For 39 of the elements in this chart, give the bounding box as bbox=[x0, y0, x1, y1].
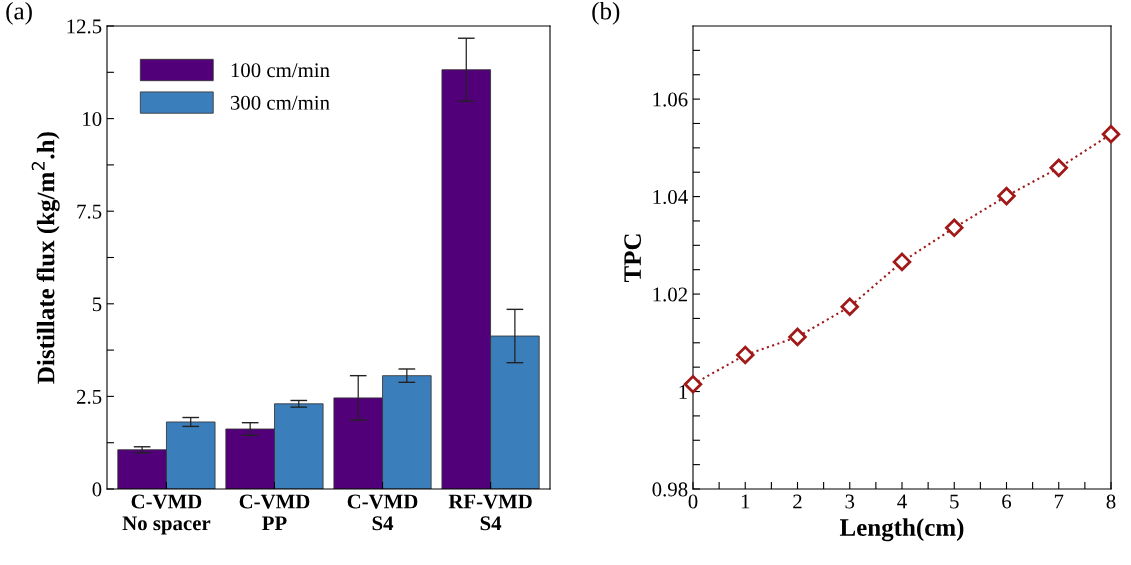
y-tick-label: 1.06 bbox=[653, 92, 688, 107]
point bbox=[892, 252, 912, 272]
point bbox=[1101, 124, 1121, 144]
legend-label: 300 cm/min bbox=[230, 95, 330, 110]
y-tick-label: 1.02 bbox=[653, 287, 687, 302]
y-tick-label: 10 bbox=[83, 111, 102, 127]
y-tick-label: 7.5 bbox=[77, 204, 102, 219]
point bbox=[840, 297, 859, 316]
point bbox=[736, 345, 755, 365]
x-tick-label: 4 bbox=[897, 494, 907, 509]
x-tick-label: 8 bbox=[1106, 494, 1116, 509]
point bbox=[997, 186, 1016, 206]
y-tick-label: 0.98 bbox=[652, 482, 688, 497]
x-axis-title: Length(cm) bbox=[839, 518, 964, 542]
y-tick-label: 2.5 bbox=[77, 389, 102, 404]
x-tick-label: 2 bbox=[793, 494, 802, 509]
x-tick-label: 3 bbox=[845, 494, 855, 509]
x-tick-label: RF-VMD S4 bbox=[448, 494, 532, 531]
text: (b) bbox=[592, 2, 620, 25]
y-tick-label: 12.5 bbox=[67, 19, 102, 34]
point bbox=[1049, 158, 1068, 178]
x-tick-label: C-VMD No spacer bbox=[122, 494, 211, 535]
legend-label: 100 cm/min bbox=[231, 63, 330, 78]
x-tick-label: 1 bbox=[741, 494, 750, 509]
point bbox=[788, 327, 807, 347]
point bbox=[945, 218, 964, 238]
x-tick-label: 0 bbox=[688, 494, 698, 509]
x-tick-label: C-VMD S4 bbox=[347, 494, 418, 531]
x-tick-label: 6 bbox=[1002, 494, 1012, 509]
y-tick-label: 0 bbox=[92, 482, 102, 497]
y-axis-title: Distillate flux (kg/m$^{2}$.h) bbox=[31, 132, 60, 384]
x-tick-label: C-VMD PP bbox=[239, 494, 310, 531]
x-tick-label: 7 bbox=[1054, 494, 1064, 509]
y-tick-label: 5 bbox=[92, 297, 102, 312]
x-tick-label: 5 bbox=[950, 494, 959, 509]
y-tick-label: 1.04 bbox=[653, 189, 688, 205]
text: (a) bbox=[6, 2, 32, 25]
y-axis-title: TPC bbox=[624, 234, 642, 283]
y-tick-label: 1 bbox=[679, 385, 687, 399]
